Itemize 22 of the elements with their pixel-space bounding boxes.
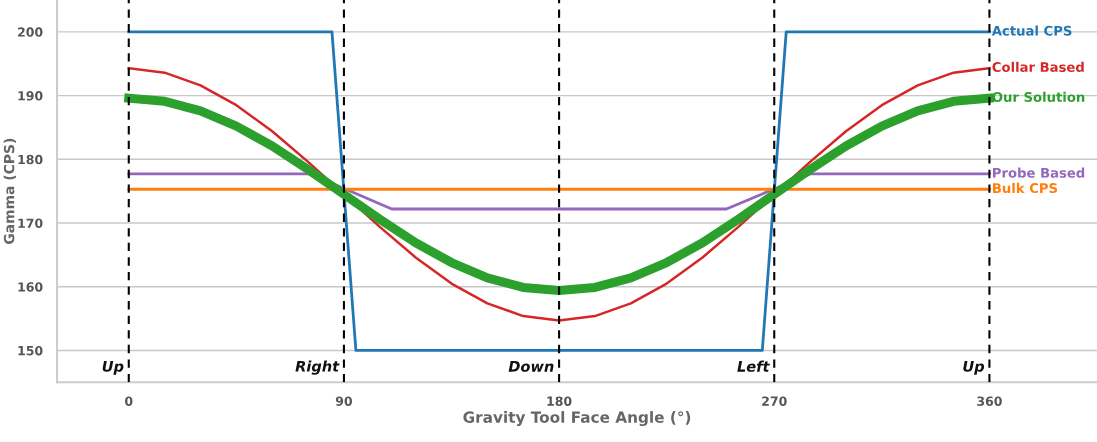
series-label: Actual CPS — [991, 25, 1072, 36]
x-tick-label: 90 — [335, 396, 353, 406]
x-tick-label: 0 — [125, 396, 133, 406]
x-tick-label: 180 — [547, 396, 572, 406]
y-tick-label: 160 — [18, 282, 43, 292]
ref-line-label: Up — [963, 361, 985, 375]
series-label: Probe Based — [993, 167, 1085, 178]
ref-line-label: Down — [508, 361, 554, 372]
series-label: Collar Based — [992, 61, 1084, 73]
y-axis-title: Gamma (CPS) — [3, 138, 17, 244]
x-tick-label: 360 — [977, 396, 1002, 406]
y-tick-label: 150 — [18, 345, 43, 356]
y-tick-label: 180 — [18, 154, 43, 165]
y-tick-label: 200 — [18, 27, 43, 37]
y-tick-label: 190 — [18, 91, 43, 101]
series-label: Bulk CPS — [993, 182, 1058, 194]
ref-line-label: Right — [295, 360, 340, 375]
ref-line-label: Up — [102, 361, 124, 375]
y-tick-label: 170 — [18, 218, 43, 228]
x-axis-title: Gravity Tool Face Angle (°) — [463, 411, 691, 426]
ref-line-label: Left — [737, 360, 770, 372]
x-tick-label: 270 — [762, 396, 787, 406]
